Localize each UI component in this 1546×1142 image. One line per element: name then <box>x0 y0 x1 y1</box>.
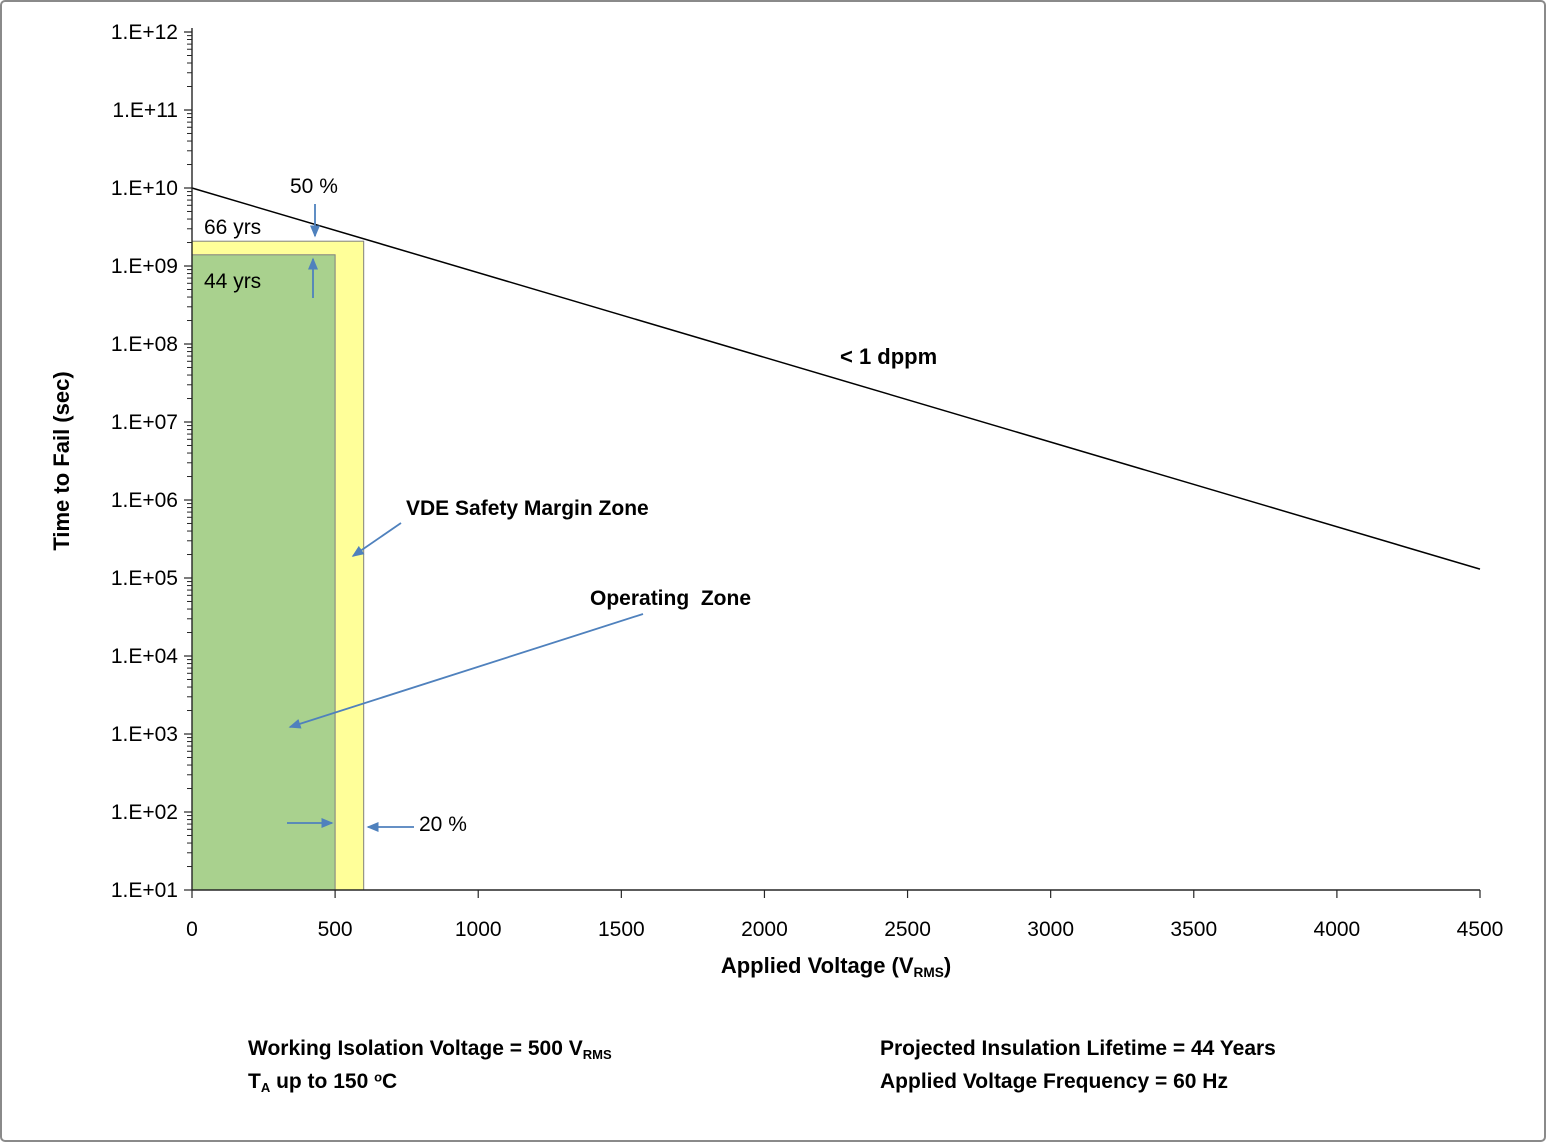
working-voltage-note: Working Isolation Voltage = 500 VRMS <box>248 1037 612 1070</box>
y-tick-label: 1.E+08 <box>111 333 178 356</box>
annotation-20-percent-label: 20 % <box>419 813 467 836</box>
x-tick-label: 2500 <box>884 918 931 941</box>
lifetime-note: Projected Insulation Lifetime = 44 Years <box>880 1037 1276 1060</box>
arrow-vde-zone <box>351 522 402 557</box>
y-tick-label: 1.E+03 <box>111 723 178 746</box>
x-tick-label: 500 <box>318 918 353 941</box>
x-tick-label: 4000 <box>1314 918 1361 941</box>
ambient-temp-note-mid: up to 150 <box>270 1070 375 1093</box>
series-tddb-1dppm <box>191 187 1481 570</box>
x-axis-title-end: ) <box>943 953 952 978</box>
y-tick-label: 1.E+05 <box>111 567 178 590</box>
footer-left-notes: Working Isolation Voltage = 500 VRMS TA … <box>248 1037 612 1103</box>
y-tick-label: 1.E+09 <box>111 255 178 278</box>
ambient-temp-note-sub: A <box>260 1079 271 1095</box>
x-axis-title-sub: RMS <box>913 965 944 981</box>
frequency-note: Applied Voltage Frequency = 60 Hz <box>880 1070 1228 1093</box>
x-tick-label: 0 <box>186 918 198 941</box>
annotation-66-yrs-label: 66 yrs <box>204 216 262 239</box>
y-tick-label: 1.E+04 <box>111 645 178 668</box>
x-tick-label: 3000 <box>1027 918 1074 941</box>
annotation-44-yrs-label: 44 yrs <box>204 270 262 293</box>
x-tick-label: 1000 <box>455 918 502 941</box>
arrows-layer <box>287 204 644 832</box>
zone-operating <box>191 254 336 891</box>
y-tick-label: 1.E+07 <box>111 411 178 434</box>
series-layer <box>191 187 1481 570</box>
degree-superscript: o <box>374 1069 383 1085</box>
axes-layer: 1.E+01 1.E+02 1.E+03 1.E+04 1.E+05 1.E+06 1.E+… <box>111 21 1504 941</box>
y-tick-label: 1.E+06 <box>111 489 178 512</box>
zones-layer <box>191 240 365 891</box>
annotation-50-percent-label: 50 % <box>290 175 338 198</box>
y-tick-label: 1.E+02 <box>111 801 178 824</box>
y-tick-label: 1.E+01 <box>111 879 178 902</box>
ambient-temp-note-pre: T <box>248 1070 261 1093</box>
x-tick-label: 3500 <box>1170 918 1217 941</box>
annotation-vde-zone-label: VDE Safety Margin Zone <box>406 497 649 520</box>
y-tick-label: 1.E+11 <box>112 99 178 122</box>
x-axis-title-main: Applied Voltage (V <box>720 953 914 978</box>
y-tick-label: 1.E+10 <box>111 177 178 200</box>
working-voltage-note-main: Working Isolation Voltage = 500 V <box>248 1037 583 1060</box>
y-axis-title: Time to Fail (sec) <box>49 371 74 551</box>
y-tick-label: 1.E+12 <box>111 21 178 44</box>
annotation-operating-zone-label: Operating Zone <box>590 587 752 610</box>
annotation-dppm-label: < 1 dppm <box>840 344 938 369</box>
working-voltage-note-sub: RMS <box>582 1046 612 1062</box>
x-tick-label: 1500 <box>598 918 645 941</box>
x-tick-label: 4500 <box>1457 918 1504 941</box>
x-tick-label: 2000 <box>741 918 788 941</box>
x-axis-title: Applied Voltage (VRMS) <box>721 953 951 979</box>
footer-right-notes: Projected Insulation Lifetime = 44 Years… <box>880 1037 1276 1103</box>
ambient-temp-note: TA up to 150 oC <box>248 1070 612 1103</box>
arrow-operating-zone <box>288 613 644 729</box>
ambient-temp-note-end: C <box>382 1070 398 1093</box>
